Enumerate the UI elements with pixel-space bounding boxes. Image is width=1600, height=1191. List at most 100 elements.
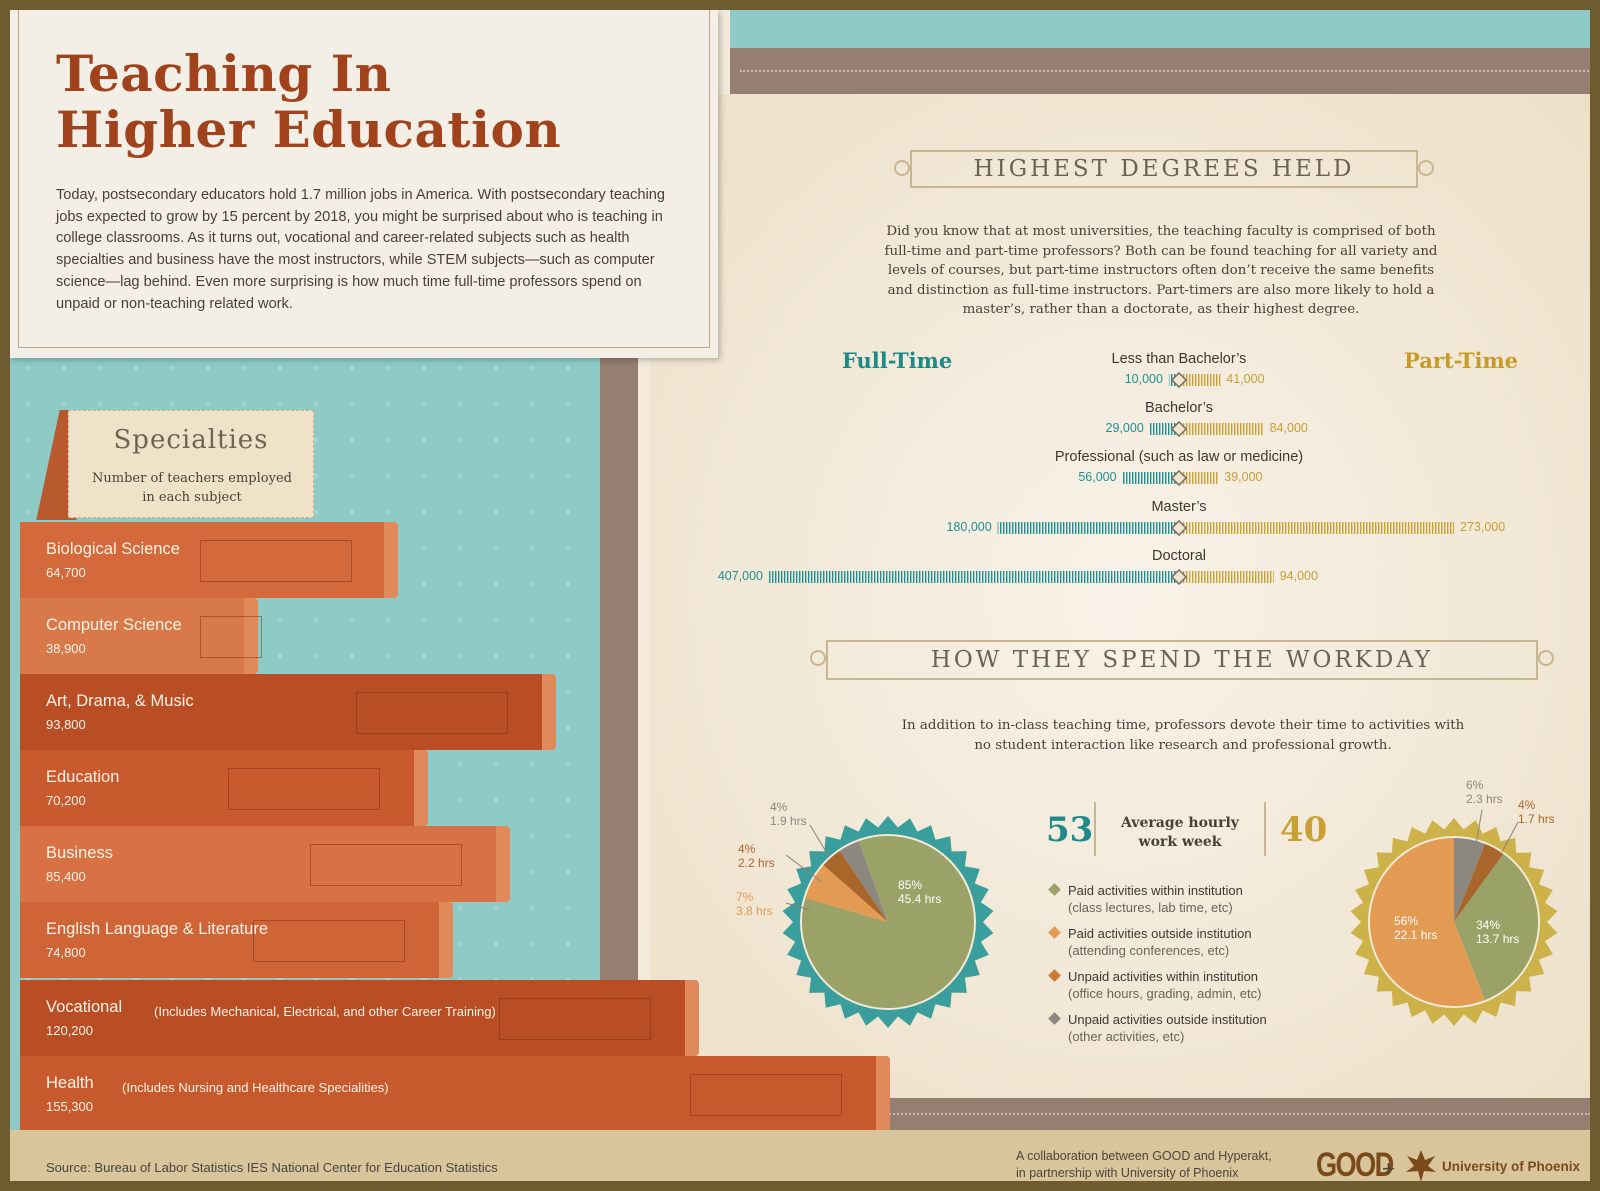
book-spine	[20, 826, 496, 902]
pie-slice	[801, 836, 974, 1009]
bracket-left	[1094, 802, 1096, 856]
book-pages-edge	[384, 522, 398, 598]
footer	[10, 1130, 1590, 1181]
book-spine	[20, 750, 414, 826]
slice-percent: 85%	[898, 878, 923, 892]
part-time-label: Part-Time	[1404, 348, 1519, 373]
part-time-bar	[1179, 472, 1219, 484]
legend-title: Paid activities within institution	[1068, 883, 1243, 898]
book-label: Art, Drama, & Music	[46, 692, 194, 710]
book-spine	[20, 598, 244, 674]
part-time-value: 273,000	[1460, 520, 1506, 534]
full-time-value: 29,000	[1105, 421, 1144, 435]
book-spine	[20, 902, 439, 978]
degrees-heading: HIGHEST DEGREES HELD	[894, 150, 1434, 188]
full-time-value: 180,000	[946, 520, 992, 534]
slice-percent: 7%	[736, 890, 754, 904]
degree-name: Less than Bachelor’s	[1111, 351, 1247, 367]
specialties-title: Specialties	[113, 425, 269, 455]
pie-slice	[1454, 838, 1485, 922]
leader-line	[809, 824, 829, 856]
pie-slice-label: 4% 1.7 hrs	[1518, 798, 1555, 826]
legend-subtitle: (other activities, etc)	[1068, 1029, 1185, 1044]
full-time-bar	[1122, 472, 1179, 484]
book-bar: Computer Science 38,900	[20, 598, 262, 674]
book-value: 74,800	[46, 945, 86, 960]
collab-line-2: in partnership with University of Phoeni…	[1016, 1166, 1239, 1180]
book-bar: Art, Drama, & Music 93,800	[20, 674, 556, 750]
workday-paragraph: In addition to in-class teaching time, p…	[901, 718, 1465, 753]
book-value: 38,900	[46, 641, 86, 656]
book-value: 155,300	[46, 1099, 93, 1114]
book-label: Computer Science	[46, 616, 182, 634]
book-spine	[20, 1056, 876, 1132]
full-time-bar	[997, 522, 1179, 534]
pie-slice	[1454, 854, 1539, 1001]
pie-slice-label: 56% 22.1 hrs	[1394, 914, 1437, 942]
degree-name: Professional (such as law or medicine)	[1054, 449, 1304, 465]
full-time-bar	[769, 571, 1179, 583]
pie-slice	[1454, 843, 1504, 922]
slice-percent: 4%	[770, 800, 788, 814]
page-title: Teaching In Higher Education	[56, 46, 696, 158]
legend-subtitle: (class lectures, lab time, etc)	[1068, 900, 1233, 915]
leader-line	[1501, 821, 1519, 853]
pie-slice-label: 7% 3.8 hrs	[736, 890, 773, 918]
legend-item: Paid activities within institution (class…	[1048, 882, 1243, 916]
legend-item: Unpaid activities within institution (off…	[1048, 968, 1262, 1002]
book-decoration	[200, 616, 262, 658]
book-label: Biological Science	[46, 540, 180, 558]
collaboration-note: A collaboration between GOOD and Hyperak…	[1016, 1148, 1272, 1181]
collab-line-1: A collaboration between GOOD and Hyperak…	[1016, 1149, 1272, 1163]
workday-pie-charts	[782, 809, 1558, 1028]
intro-card: Teaching In Higher Education Today, post…	[10, 10, 718, 358]
book-label: Vocational	[46, 998, 123, 1016]
title-line-1: Teaching In	[56, 44, 392, 103]
plus-sign: +	[1382, 1156, 1395, 1181]
part-time-value: 94,000	[1279, 569, 1318, 583]
slice-percent: 34%	[1476, 918, 1501, 932]
legend-title: Unpaid activities outside institution	[1068, 1012, 1267, 1027]
source-note: Source: Bureau of Labor Statistics IES N…	[46, 1160, 498, 1175]
book-decoration	[253, 920, 405, 962]
slice-percent: 4%	[1518, 798, 1536, 812]
slice-hours: 13.7 hrs	[1476, 932, 1520, 946]
book-label: Education	[46, 768, 120, 786]
book-bar: Vocational 120,200 (Includes Mechanical, E…	[20, 980, 699, 1056]
pie-slice-label: 4% 2.2 hrs	[738, 842, 775, 870]
slice-percent: 4%	[738, 842, 756, 856]
slice-hours: 1.7 hrs	[1518, 812, 1555, 826]
university-of-phoenix-logo: University of Phoenix	[1442, 1159, 1581, 1174]
book-pages-edge	[414, 750, 428, 826]
legend-subtitle: (office hours, grading, admin, etc)	[1068, 986, 1262, 1001]
book-pages-edge	[439, 902, 453, 978]
book-bar: Business 85,400	[20, 826, 510, 902]
slice-hours: 2.3 hrs	[1466, 792, 1503, 806]
pie-slice	[839, 841, 888, 922]
legend-title: Unpaid activities within institution	[1068, 969, 1259, 984]
part-time-hours: 40	[1280, 810, 1328, 850]
book-decoration	[200, 540, 352, 582]
legend-title: Paid activities outside institution	[1068, 926, 1252, 941]
center-diamond-icon	[1170, 371, 1188, 389]
full-time-hours: 53	[1046, 810, 1094, 850]
card-border	[18, 10, 710, 348]
full-time-value: 10,000	[1124, 372, 1163, 386]
part-time-bar	[1179, 423, 1264, 435]
book-note: (Includes Mechanical, Electrical, and ot…	[154, 1004, 496, 1019]
book-value: 85,400	[46, 869, 86, 884]
book-decoration	[356, 692, 508, 734]
pie-slice-label: 34% 13.7 hrs	[1476, 918, 1519, 946]
center-diamond-icon	[1170, 420, 1188, 438]
divider	[740, 70, 1590, 72]
book-pages-edge	[496, 826, 510, 902]
full-time-value: 56,000	[1078, 470, 1117, 484]
book-spine	[20, 522, 384, 598]
phoenix-icon	[1406, 1150, 1436, 1181]
pie-slice	[1369, 838, 1485, 1006]
book-decoration	[228, 768, 380, 810]
degrees-chart	[769, 371, 1455, 586]
slice-hours: 22.1 hrs	[1394, 928, 1438, 942]
book-pages-edge	[876, 1056, 890, 1132]
